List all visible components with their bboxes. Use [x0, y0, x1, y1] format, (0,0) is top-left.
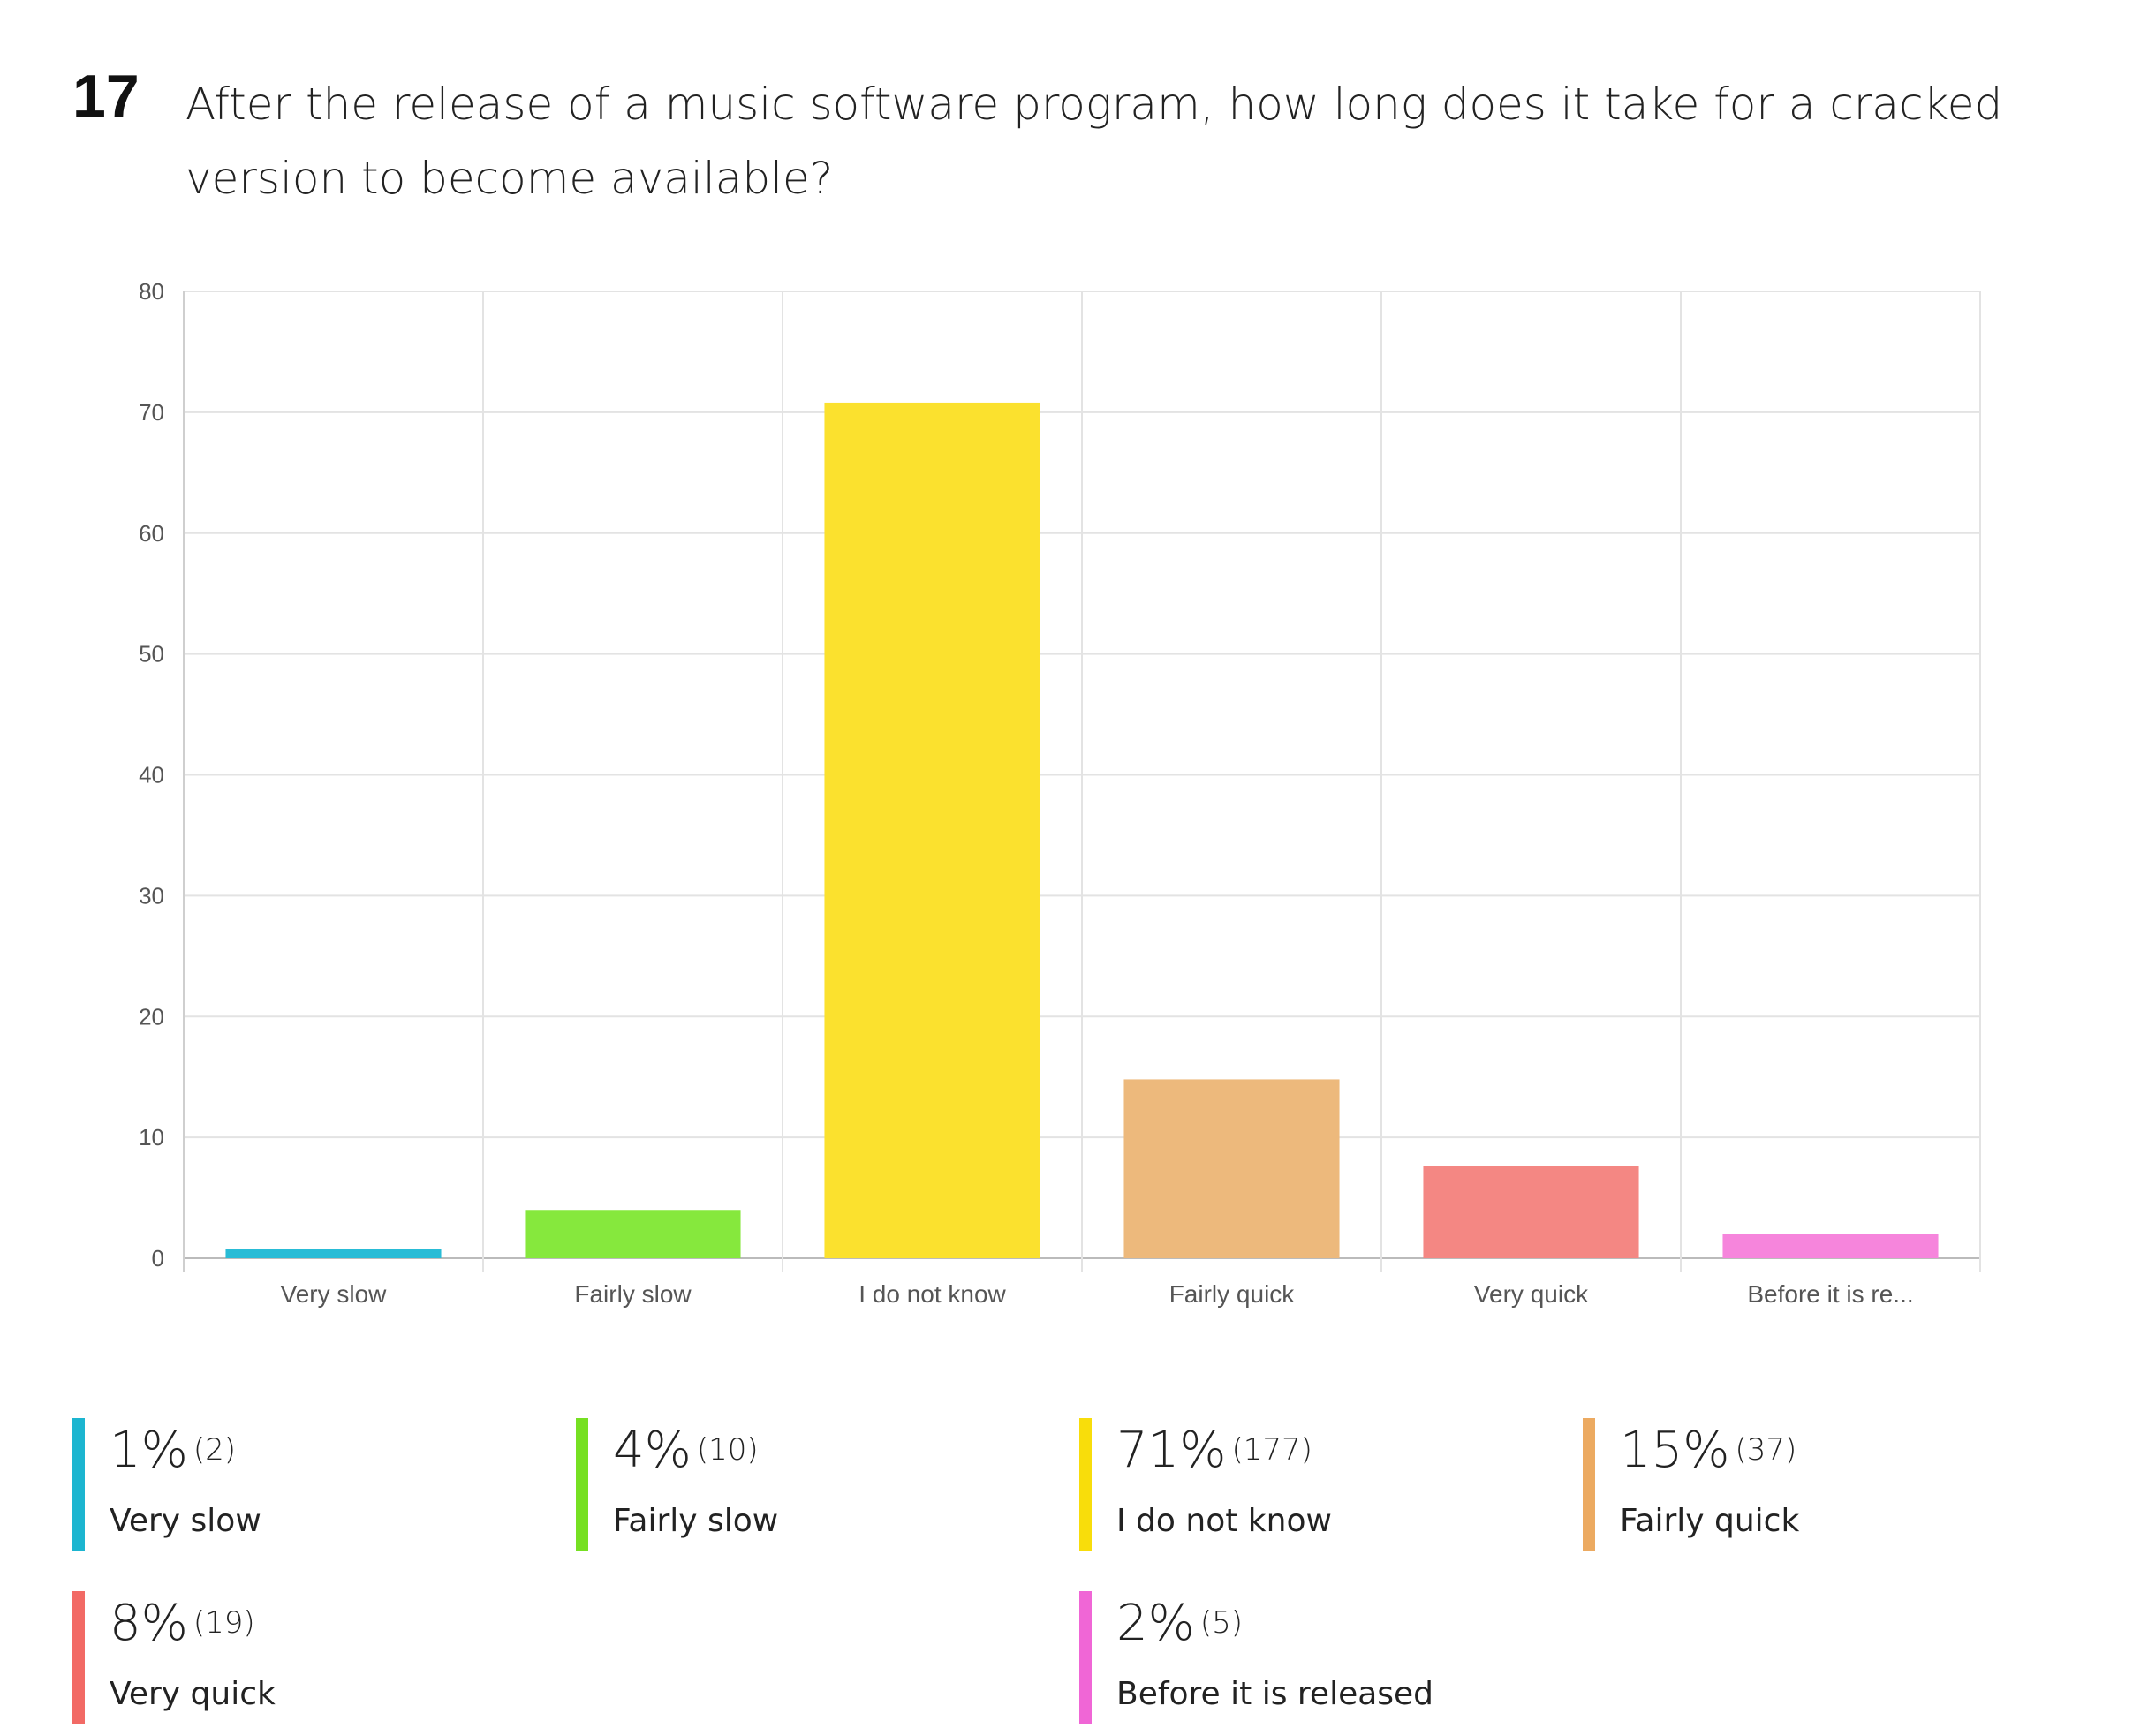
legend-label: Fairly quick	[1620, 1503, 1800, 1539]
bar	[225, 1249, 442, 1258]
legend-count: (2)	[193, 1432, 237, 1468]
legend-color-bar	[72, 1591, 85, 1724]
legend-item: 2% (5) Before it is released	[1079, 1591, 1539, 1725]
legend-item: 71% (177) I do not know	[1079, 1418, 1539, 1552]
legend-item: 4% (10) Fairly slow	[576, 1418, 1035, 1552]
bar	[525, 1210, 741, 1258]
legend-label: I do not know	[1116, 1503, 1332, 1539]
legend-percent-value: 2%	[1116, 1595, 1195, 1652]
y-axis-ticks: 0 10 20 30 40 50 60 70 80	[139, 278, 164, 1272]
question-text: After the release of a music software pr…	[185, 79, 2003, 204]
legend-label: Fairly slow	[613, 1503, 779, 1539]
legend-percent: 15% (37)	[1620, 1422, 1796, 1479]
legend-percent-value: 8%	[110, 1595, 188, 1652]
x-tick-label: Fairly quick	[1169, 1280, 1296, 1308]
legend-item: 15% (37) Fairly quick	[1583, 1418, 2042, 1552]
legend-label: Very slow	[110, 1503, 261, 1539]
x-tick-label: I do not know	[858, 1280, 1006, 1308]
y-tick-label: 80	[139, 278, 164, 305]
legend-color-bar	[576, 1418, 588, 1551]
legend-item: 8% (19) Very quick	[72, 1591, 532, 1725]
x-tick-label: Before it is re...	[1747, 1280, 1913, 1308]
legend-label: Before it is released	[1116, 1676, 1434, 1712]
bar	[1123, 1079, 1340, 1258]
legend-count: (5)	[1199, 1605, 1244, 1641]
y-tick-label: 70	[139, 399, 164, 426]
chart-bars	[225, 402, 1939, 1258]
y-tick-label: 30	[139, 882, 164, 909]
y-tick-label: 60	[139, 520, 164, 547]
legend-count: (37)	[1735, 1432, 1797, 1468]
legend-item: 1% (2) Very slow	[72, 1418, 532, 1552]
y-tick-label: 10	[139, 1124, 164, 1151]
legend-percent: 8% (19)	[110, 1595, 255, 1652]
question-number: 17	[72, 63, 140, 130]
bar	[824, 402, 1040, 1258]
y-tick-label: 0	[152, 1245, 164, 1272]
legend-percent-value: 1%	[110, 1422, 188, 1479]
legend-color-bar	[72, 1418, 85, 1551]
legend-percent-value: 71%	[1116, 1422, 1227, 1479]
legend-percent: 1% (2)	[110, 1422, 236, 1479]
legend-percent-value: 4%	[613, 1422, 692, 1479]
x-tick-label: Very quick	[1474, 1280, 1589, 1308]
legend-count: (177)	[1231, 1432, 1312, 1468]
x-tick-label: Fairly slow	[574, 1280, 692, 1308]
y-tick-label: 20	[139, 1003, 164, 1030]
chart-grid	[183, 291, 1981, 1272]
legend-label: Very quick	[110, 1676, 276, 1712]
legend-percent-value: 15%	[1620, 1422, 1730, 1479]
x-axis-ticks: Very slow Fairly slow I do not know Fairly …	[281, 1280, 1914, 1308]
legend-count: (10)	[696, 1432, 759, 1468]
y-tick-label: 40	[139, 762, 164, 789]
bar	[1722, 1234, 1939, 1258]
legend-color-bar	[1079, 1591, 1092, 1724]
legend-percent: 2% (5)	[1116, 1595, 1243, 1652]
legend-count: (19)	[193, 1605, 255, 1641]
bar	[1423, 1166, 1639, 1258]
legend-color-bar	[1583, 1418, 1595, 1551]
x-tick-label: Very slow	[281, 1280, 388, 1308]
legend-percent: 4% (10)	[613, 1422, 759, 1479]
y-tick-label: 50	[139, 641, 164, 668]
bar-chart: 0 10 20 30 40 50 60 70 80 Very slow Fairly slow I …	[139, 278, 1981, 1308]
legend-color-bar	[1079, 1418, 1092, 1551]
legend-percent: 71% (177)	[1116, 1422, 1312, 1479]
